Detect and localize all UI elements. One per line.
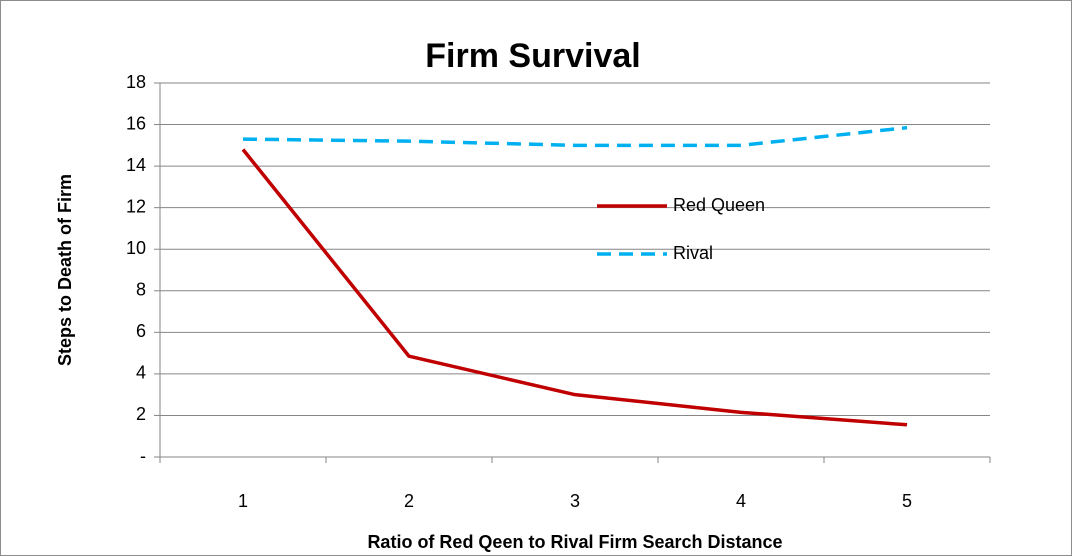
y-tick-label: 10 [126, 238, 146, 258]
y-tick-label: 4 [136, 363, 146, 383]
legend-label: Red Queen [673, 195, 765, 215]
y-axis-title: Steps to Death of Firm [55, 174, 75, 366]
y-tick-label: 2 [136, 404, 146, 424]
x-tick-label: 2 [404, 491, 414, 511]
y-tick-label: 16 [126, 113, 146, 133]
legend-label: Rival [673, 243, 713, 263]
x-tick-label: 1 [238, 491, 248, 511]
x-tick-label: 4 [736, 491, 746, 511]
series-line [242, 125, 908, 148]
y-tick-label: 8 [136, 280, 146, 300]
y-tick-label: - [140, 446, 146, 466]
y-tick-label: 18 [126, 72, 146, 92]
x-tick-label: 5 [902, 491, 912, 511]
x-axis-title: Ratio of Red Qeen to Rival Firm Search D… [367, 532, 782, 552]
y-tick-label: 12 [126, 196, 146, 216]
series-line [241, 148, 908, 427]
chart-title: Firm Survival [425, 37, 640, 75]
y-tick-label: 6 [136, 321, 146, 341]
x-tick-label: 3 [570, 491, 580, 511]
y-tick-label: 14 [126, 155, 146, 175]
